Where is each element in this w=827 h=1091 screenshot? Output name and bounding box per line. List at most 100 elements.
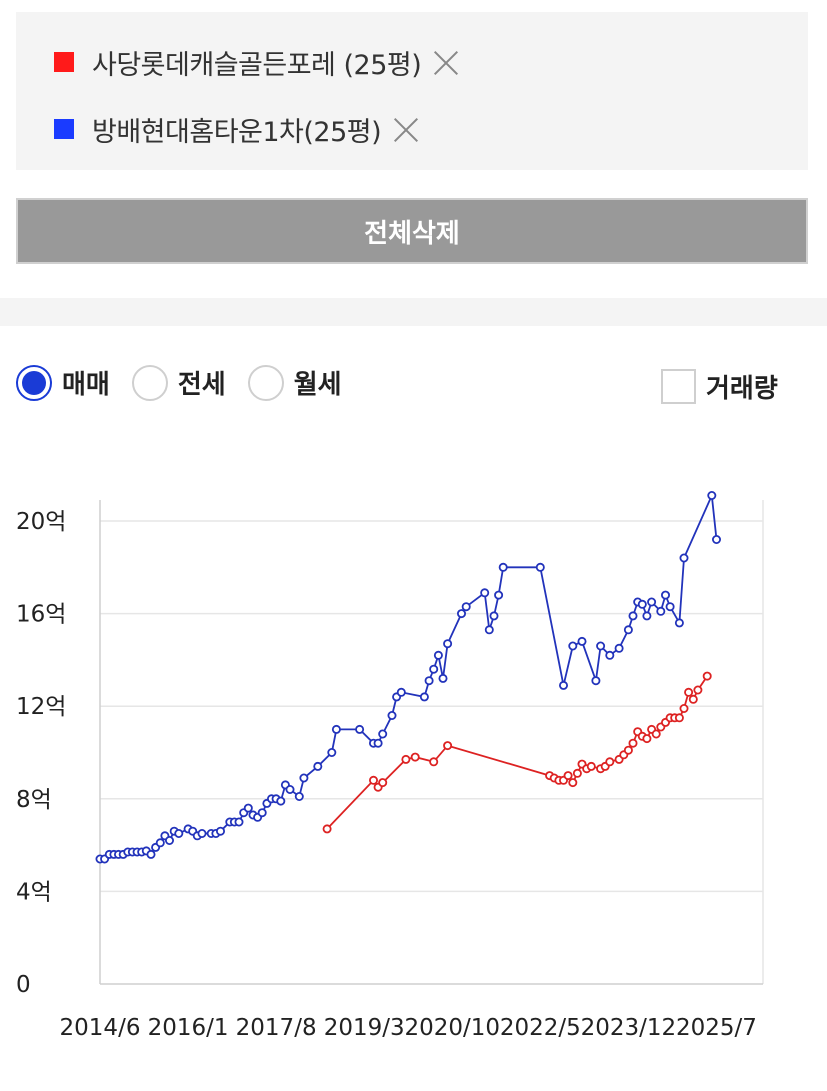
data-point — [424, 676, 434, 686]
section-divider — [0, 298, 827, 326]
data-point — [568, 778, 578, 788]
data-point — [164, 835, 174, 845]
data-point — [378, 778, 388, 788]
data-point — [294, 791, 304, 801]
data-point — [243, 803, 253, 813]
data-point — [331, 724, 341, 734]
data-point — [572, 768, 582, 778]
data-point — [623, 625, 633, 635]
clear-all-button[interactable]: 전체삭제 — [16, 198, 808, 264]
data-point — [651, 729, 661, 739]
data-point — [679, 553, 689, 563]
data-point — [234, 817, 244, 827]
data-point — [327, 747, 337, 757]
radio-sale[interactable]: 매매 — [16, 364, 110, 401]
data-point — [215, 826, 225, 836]
data-point — [355, 724, 365, 734]
data-point — [438, 673, 448, 683]
data-point — [559, 680, 569, 690]
data-point — [322, 824, 332, 834]
legend-swatch-red — [54, 52, 74, 72]
close-icon[interactable] — [391, 114, 421, 144]
data-point — [443, 639, 453, 649]
compare-item-label: 사당롯데캐슬골든포레 (25평) — [92, 49, 422, 81]
data-point — [378, 729, 388, 739]
data-point — [623, 745, 633, 755]
legend-swatch-blue — [54, 119, 74, 139]
radio-label-jeonse: 전세 — [177, 370, 226, 400]
y-tick-label: 20억 — [16, 509, 66, 535]
data-point — [642, 611, 652, 621]
x-tick-label: 2017/8 — [236, 1015, 317, 1041]
radio-jeonse[interactable]: 전세 — [131, 364, 226, 401]
data-point — [410, 752, 420, 762]
data-point — [642, 734, 652, 744]
data-point — [688, 694, 698, 704]
data-point — [480, 588, 490, 598]
data-point — [614, 643, 624, 653]
data-point — [498, 562, 508, 572]
data-point — [373, 738, 383, 748]
radio-checked-icon[interactable] — [16, 364, 52, 401]
data-point — [577, 636, 587, 646]
x-tick-label: 2025/7 — [676, 1015, 757, 1041]
trade-volume-checkbox[interactable]: 거래량 — [661, 368, 778, 405]
radio-label-sale: 매매 — [62, 370, 110, 400]
data-point — [299, 773, 309, 783]
data-point — [628, 738, 638, 748]
x-tick-label: 2019/3 — [324, 1015, 405, 1041]
data-point — [456, 609, 466, 619]
data-point — [679, 703, 689, 713]
data-point — [146, 849, 156, 859]
data-point — [257, 808, 267, 818]
data-point — [563, 771, 573, 781]
data-point — [429, 757, 439, 767]
data-point — [489, 611, 499, 621]
checkbox-icon[interactable] — [661, 369, 696, 404]
x-tick-label: 2023/12 — [581, 1015, 677, 1041]
data-point — [313, 761, 323, 771]
data-point — [596, 641, 606, 651]
chart-series — [95, 491, 722, 864]
data-point — [494, 590, 504, 600]
data-point — [484, 625, 494, 635]
data-point — [396, 687, 406, 697]
data-point — [605, 757, 615, 767]
compare-list: 사당롯데캐슬골든포레 (25평) 방배현대홈타운1차(25평) — [16, 12, 808, 170]
data-point — [702, 671, 712, 681]
data-point — [656, 606, 666, 616]
data-point — [661, 590, 671, 600]
data-point — [197, 828, 207, 838]
data-point — [443, 741, 453, 751]
data-point — [368, 775, 378, 785]
radio-unchecked-icon[interactable] — [247, 364, 284, 401]
data-point — [429, 664, 439, 674]
deal-type-radio-group: 매매 전세 월세 — [16, 364, 364, 401]
series-line — [100, 492, 718, 860]
compare-item-lotte-castle: 사당롯데캐슬골든포레 (25평) — [54, 42, 461, 82]
chart-grid — [100, 500, 764, 984]
data-point — [707, 491, 717, 501]
data-point — [665, 602, 675, 612]
y-tick-label: 12억 — [16, 694, 66, 720]
data-point — [401, 754, 411, 764]
radio-unchecked-icon[interactable] — [131, 364, 168, 401]
data-point — [674, 713, 684, 723]
data-point — [174, 828, 184, 838]
y-tick-label: 4억 — [16, 879, 52, 905]
trade-volume-label: 거래량 — [706, 374, 778, 404]
data-point — [674, 618, 684, 628]
data-point — [628, 611, 638, 621]
data-point — [693, 685, 703, 695]
data-point — [433, 650, 443, 660]
data-point — [647, 597, 657, 607]
y-tick-label: 0 — [16, 972, 31, 998]
data-point — [419, 692, 429, 702]
data-point — [605, 650, 615, 660]
data-point — [387, 710, 397, 720]
close-icon[interactable] — [431, 47, 461, 77]
data-point — [586, 761, 596, 771]
radio-monthly-rent[interactable]: 월세 — [247, 364, 342, 401]
